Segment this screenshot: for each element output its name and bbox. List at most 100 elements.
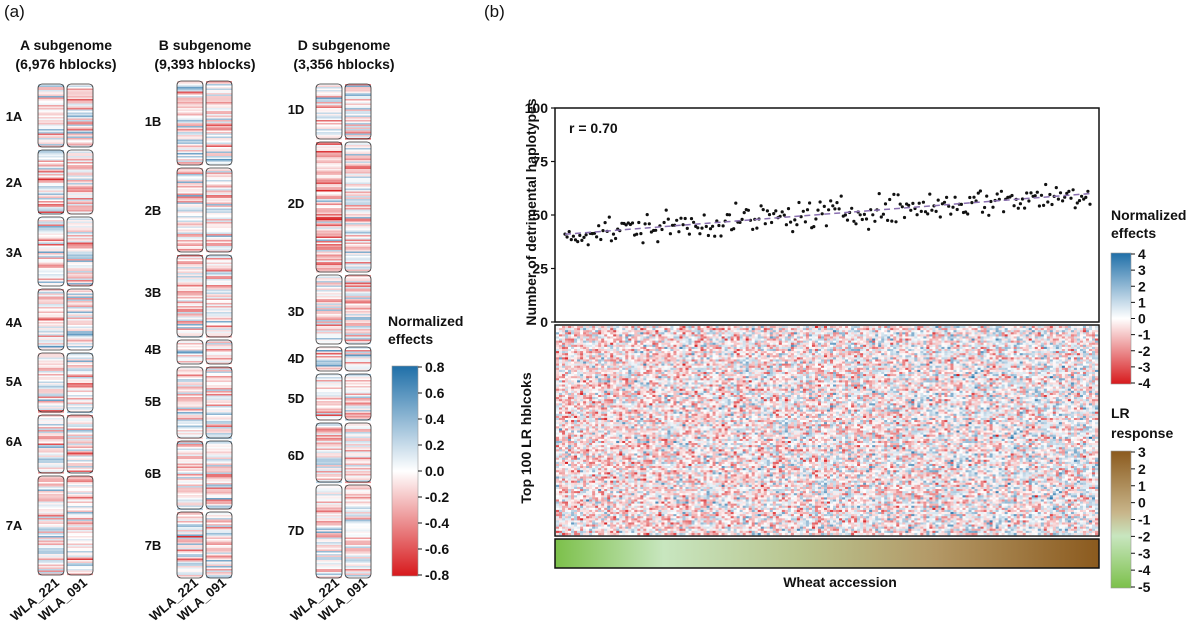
heatmap-cell [1061, 328, 1066, 331]
heatmap-cell [887, 355, 891, 358]
heatmap-cell [661, 336, 665, 339]
hblock-line [38, 440, 64, 443]
heatmap-cell [724, 351, 728, 354]
heatmap-cell [559, 330, 563, 333]
hblock-line [316, 504, 342, 507]
heatmap-cell [688, 342, 692, 346]
heatmap-cell [595, 336, 599, 339]
heatmap-cell [628, 328, 632, 331]
heatmap-cell [622, 334, 626, 337]
heatmap-cell [1004, 334, 1008, 337]
hblock-line [67, 199, 93, 202]
hblock-line [38, 335, 64, 338]
hblock-line [38, 307, 64, 309]
strip-outline [37, 352, 65, 413]
hblock-line [67, 452, 93, 455]
heatmap-cell [881, 344, 885, 348]
hblock-line [38, 84, 64, 86]
heatmap-cell [754, 330, 758, 333]
heatmap-cell [845, 338, 849, 341]
hblock-line [38, 227, 64, 230]
heatmap-cell [820, 326, 825, 329]
heatmap-cell [947, 328, 951, 331]
hblock-line [67, 103, 93, 106]
heatmap-cell [589, 334, 593, 337]
hblock-line [316, 468, 342, 470]
hblock-line [67, 381, 93, 384]
heatmap-cell [769, 344, 773, 348]
heatmap-cell [739, 351, 743, 354]
heatmap-cell [893, 330, 897, 333]
hblock-line [345, 333, 371, 336]
heatmap-cell [1079, 332, 1084, 335]
heatmap-cell [986, 328, 990, 331]
heatmap-cell [986, 348, 990, 352]
hblock-line [38, 196, 64, 199]
scatter-point [886, 218, 890, 222]
heatmap-cell [751, 326, 755, 329]
heatmap-cell [944, 342, 948, 346]
heatmap-cell [784, 340, 789, 343]
hblock-line [67, 383, 93, 385]
heatmap-cell [691, 342, 695, 346]
heatmap-cell [706, 348, 710, 352]
hblock-line [345, 230, 371, 233]
hblock-line [206, 294, 232, 296]
hblock-line [206, 117, 232, 119]
heatmap-cell [574, 348, 578, 352]
hblock-line [206, 501, 232, 503]
heatmap-cell [556, 340, 560, 343]
heatmap-cell [613, 355, 617, 358]
heatmap-cell [884, 340, 888, 343]
hblock-line [38, 90, 64, 92]
heatmap-cell [664, 326, 668, 329]
heatmap-cell [887, 334, 891, 337]
heatmap-cell [607, 334, 611, 337]
heatmap-cell [559, 355, 563, 358]
heatmap-cell [667, 353, 671, 356]
heatmap-cell [890, 353, 894, 356]
hblock-line [38, 166, 64, 169]
heatmap-cell [923, 342, 927, 346]
heatmap-cell [784, 344, 789, 348]
heatmap-cell [989, 353, 993, 356]
hblock-line [345, 350, 371, 352]
heatmap-cell [823, 332, 828, 335]
heatmap-cell [869, 332, 873, 335]
heatmap-cell [890, 355, 894, 358]
heatmap-cell [1055, 338, 1060, 341]
hblock-line [345, 362, 371, 364]
hblock-line [177, 112, 203, 115]
heatmap-cell [649, 342, 653, 346]
scatter-point [989, 199, 993, 204]
hblock-line [177, 512, 203, 514]
hblock-line [316, 497, 342, 499]
heatmap-cell [595, 344, 599, 348]
heatmap-cell [860, 334, 864, 337]
heatmap-cell [884, 326, 888, 329]
heatmap-cell [712, 342, 716, 346]
heatmap-cell [1049, 328, 1054, 331]
heatmap-cell [763, 344, 767, 348]
heatmap-cell [673, 340, 677, 343]
hblock-line [38, 151, 64, 154]
heatmap-cell [700, 330, 704, 333]
heatmap-cell [583, 348, 587, 352]
hblock-line [67, 302, 93, 305]
hblock-line [345, 115, 371, 118]
hblock-line [177, 142, 203, 145]
heatmap-cell [953, 340, 957, 343]
heatmap-cell [685, 326, 689, 329]
hblock-line [38, 443, 64, 446]
hblock-line [316, 191, 342, 194]
heatmap-cell [872, 342, 876, 346]
hblock-line [177, 483, 203, 485]
heatmap-cell [941, 326, 945, 329]
heatmap-cell [1016, 353, 1020, 356]
heatmap-cell [661, 338, 665, 341]
heatmap-cell [607, 348, 611, 352]
heatmap-cell [1079, 344, 1084, 348]
heatmap-cell [1055, 344, 1060, 348]
scatter-point [871, 213, 875, 217]
